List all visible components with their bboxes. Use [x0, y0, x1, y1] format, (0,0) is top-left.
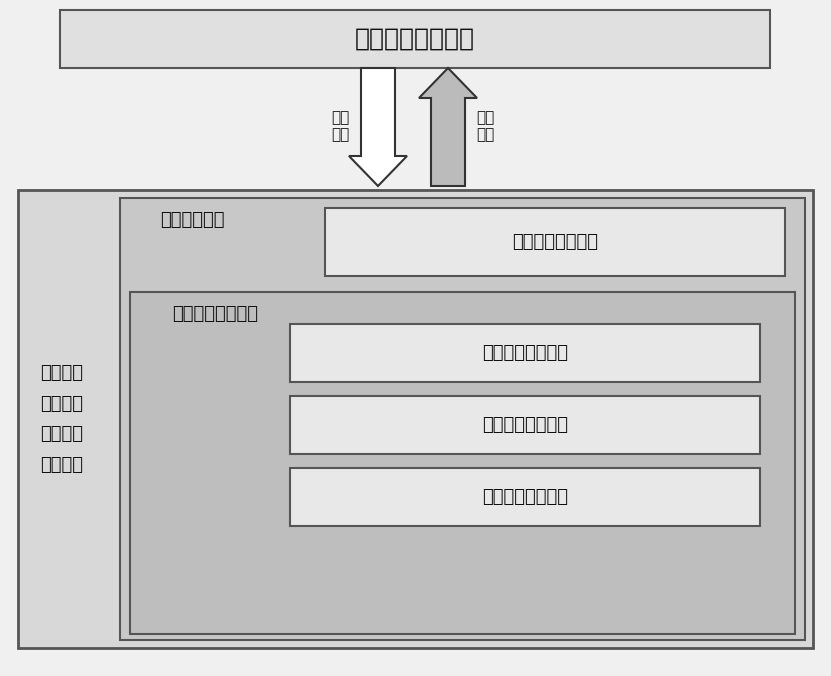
Text: 人机交互模块: 人机交互模块	[160, 211, 224, 229]
Bar	[325, 208, 785, 276]
Bar	[290, 396, 760, 454]
Bar	[290, 468, 760, 526]
Text: 机床模型数据模块: 机床模型数据模块	[482, 344, 568, 362]
Bar	[120, 198, 805, 640]
Bar	[130, 292, 795, 634]
Text: 实时碰撞检测模块: 实时碰撞检测模块	[482, 416, 568, 434]
Polygon shape	[419, 68, 477, 186]
Text: 数控机床数控系统: 数控机床数控系统	[355, 27, 475, 51]
Bar	[18, 190, 813, 648]
Text: 数控系统通信模块: 数控系统通信模块	[512, 233, 598, 251]
Text: 采集
信息: 采集 信息	[332, 110, 350, 142]
Bar	[290, 324, 760, 382]
Text: 工件实时切削模块: 工件实时切削模块	[482, 488, 568, 506]
Polygon shape	[349, 68, 407, 186]
Text: 返回
信息: 返回 信息	[476, 110, 494, 142]
Text: 三维渲染环境模块: 三维渲染环境模块	[172, 305, 258, 323]
Text: 数控机床
三维实时
仿真及防
碰撞系统: 数控机床 三维实时 仿真及防 碰撞系统	[41, 364, 83, 474]
Bar	[60, 10, 770, 68]
